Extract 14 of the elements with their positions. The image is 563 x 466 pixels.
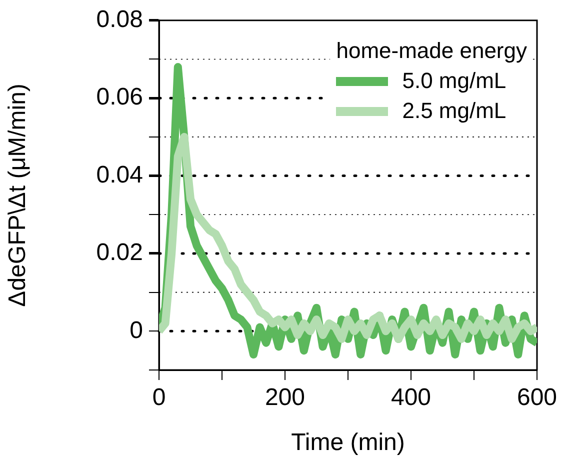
y-tick-label: 0.08 bbox=[96, 6, 143, 34]
y-tick-label: 0.02 bbox=[96, 239, 143, 266]
y-axis-title: ΔdeGFP\Δt (μM/min) bbox=[4, 84, 32, 307]
y-tick-label: 0.06 bbox=[96, 84, 143, 111]
legend-title: home-made energy bbox=[336, 37, 527, 65]
legend-label: 2.5 mg/mL bbox=[402, 97, 506, 125]
x-tick-label: 600 bbox=[516, 384, 558, 412]
x-tick-label: 0 bbox=[152, 384, 166, 412]
x-tick-label: 200 bbox=[264, 384, 306, 412]
legend-label: 5.0 mg/mL bbox=[402, 67, 506, 95]
x-axis-title: Time (min) bbox=[291, 429, 405, 456]
y-tick-label: 0.04 bbox=[96, 161, 143, 188]
y-tick-label: 0 bbox=[130, 316, 143, 344]
x-tick-label: 400 bbox=[390, 384, 432, 412]
